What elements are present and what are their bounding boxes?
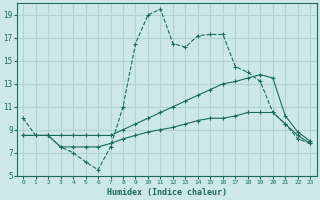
X-axis label: Humidex (Indice chaleur): Humidex (Indice chaleur) xyxy=(107,188,227,197)
